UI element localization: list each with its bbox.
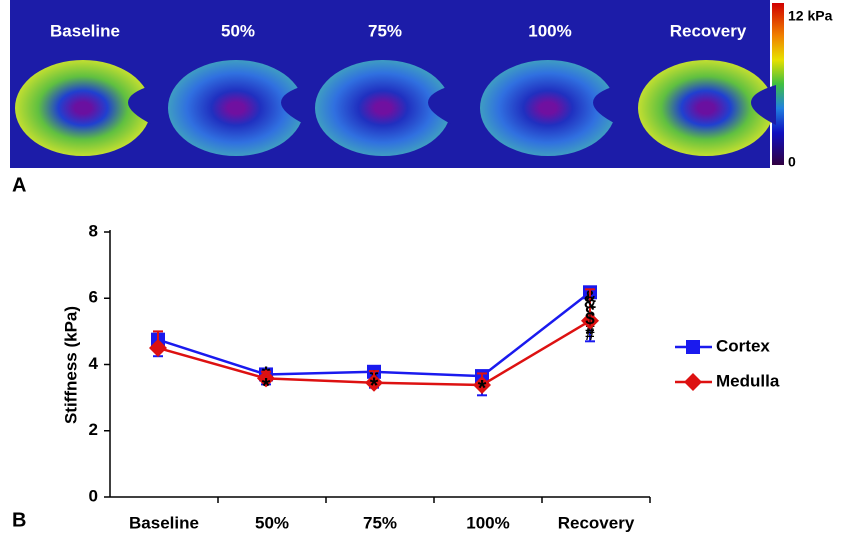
y-tick-label: 2 <box>89 420 98 439</box>
colorbar-max: 12 kPa <box>788 8 833 24</box>
legend-label: Cortex <box>716 336 770 355</box>
colorbar <box>772 3 784 165</box>
significance-mark: * <box>478 375 487 400</box>
legend-marker <box>684 373 702 391</box>
panel-label: A <box>12 174 26 196</box>
x-tick-label: 50% <box>255 513 289 532</box>
panel-label: B <box>12 509 26 531</box>
x-tick-label: Recovery <box>558 513 635 532</box>
legend-label: Medulla <box>716 371 780 390</box>
image-label: 100% <box>528 21 571 40</box>
significance-mark: # <box>585 325 595 344</box>
image-label: 75% <box>368 21 402 40</box>
x-tick-label: 100% <box>466 513 509 532</box>
image-label: 50% <box>221 21 255 40</box>
y-axis-label: Stiffness (kPa) <box>61 306 80 424</box>
series-line <box>158 292 590 376</box>
figure: 12 kPa 0 A Baseline 50% 75% 100% Recovery B St… <box>0 0 860 533</box>
colorbar-min: 0 <box>788 154 796 170</box>
x-tick-label: Baseline <box>129 513 199 532</box>
x-tick-label: 75% <box>363 513 397 532</box>
y-tick-label: 6 <box>89 288 98 307</box>
significance-mark: * <box>370 373 379 398</box>
y-tick-label: 4 <box>89 354 99 373</box>
image-label: Baseline <box>50 21 120 40</box>
legend-marker <box>686 340 700 354</box>
significance-mark: * <box>262 374 271 399</box>
image-label: Recovery <box>670 21 747 40</box>
y-tick-label: 0 <box>89 486 98 505</box>
y-tick-label: 8 <box>89 221 98 240</box>
